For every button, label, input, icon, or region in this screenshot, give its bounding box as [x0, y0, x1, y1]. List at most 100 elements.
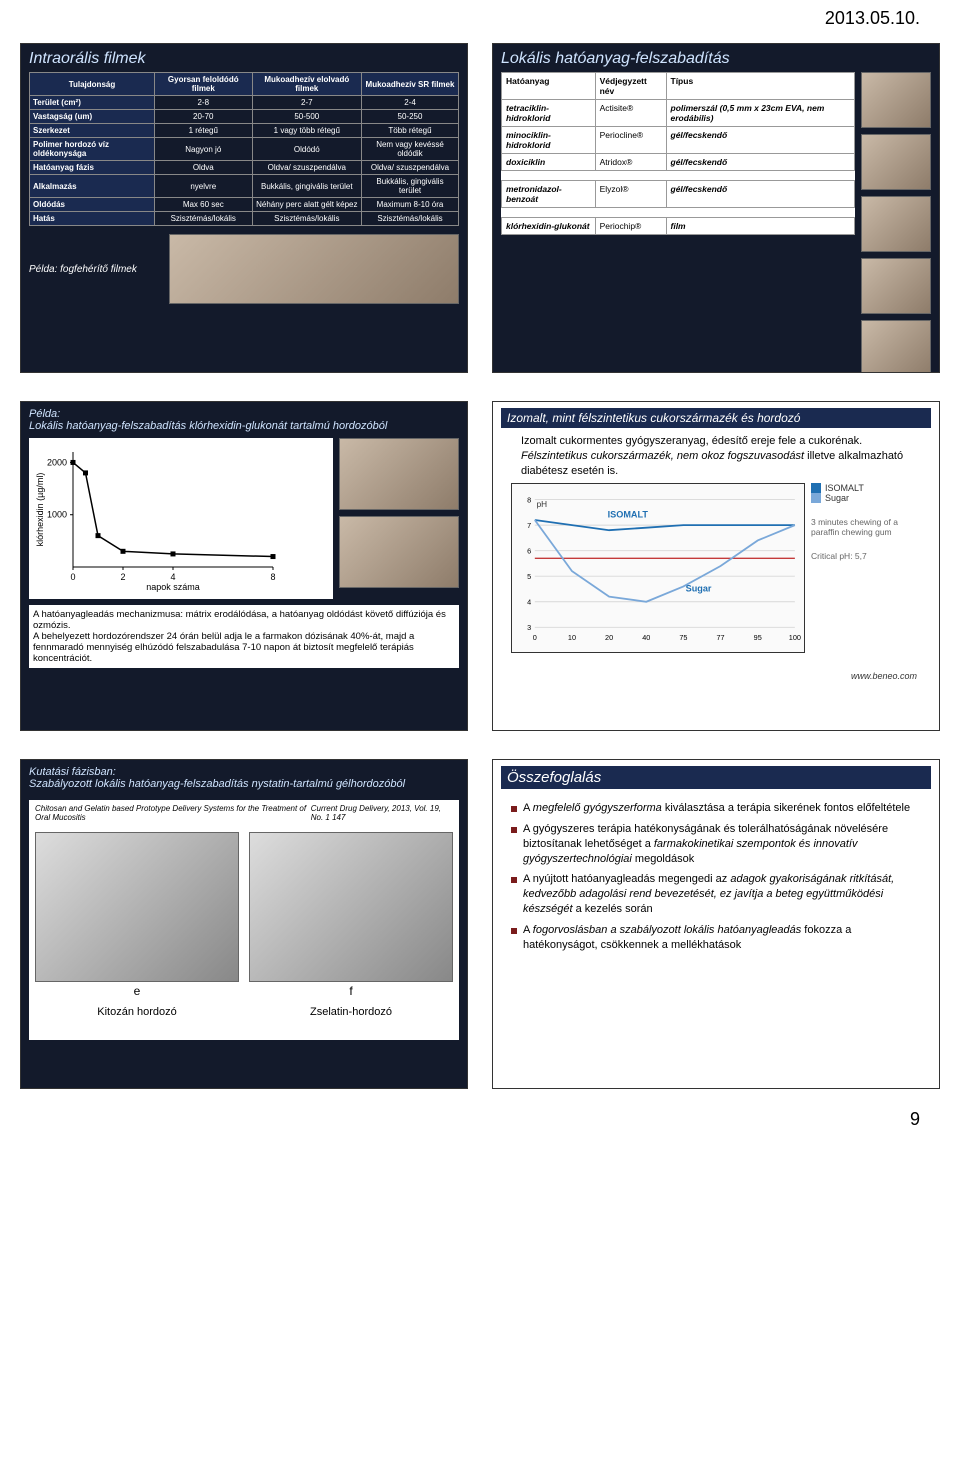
s1-cell: 50-250: [362, 110, 459, 124]
s1-cell: nyelvre: [154, 175, 252, 198]
summary-bullet: A megfelelő gyógyszerforma kiválasztása …: [511, 801, 921, 816]
svg-text:napok száma: napok száma: [146, 582, 200, 592]
s1-cell: Bukkális, gingivális terület: [252, 175, 361, 198]
svg-text:20: 20: [605, 633, 613, 642]
svg-text:40: 40: [642, 633, 650, 642]
bullet-icon: [511, 806, 517, 812]
svg-text:2: 2: [120, 572, 125, 582]
s2-cell: Actisite®: [595, 100, 666, 127]
slide5-figlabel-e: e: [35, 984, 239, 998]
s1-cell: Több rétegű: [362, 124, 459, 138]
slide3-photo1: [339, 438, 459, 510]
s2-cell: tetraciklin-hidroklorid: [502, 100, 596, 127]
svg-text:klórhexidin (µg/ml): klórhexidin (µg/ml): [35, 473, 45, 547]
s2-cell: Elyzol®: [595, 181, 666, 208]
slide3-title-prefix: Példa:: [29, 408, 60, 420]
svg-text:4: 4: [527, 597, 531, 606]
summary-bullet: A gyógyszeres terápia hatékonyságának és…: [511, 822, 921, 867]
svg-text:6: 6: [527, 546, 531, 555]
s1-rowhead: Hatóanyag fázis: [30, 161, 155, 175]
s1-cell: Oldva/ szuszpendálva: [362, 161, 459, 175]
s1-cell: Nem vagy kevéssé oldódik: [362, 138, 459, 161]
s1-rowhead: Alkalmazás: [30, 175, 155, 198]
s1-col0: Tulajdonság: [30, 73, 155, 96]
svg-text:pH: pH: [537, 499, 548, 508]
s1-rowhead: Polimer hordozó víz oldékonysága: [30, 138, 155, 161]
svg-text:3: 3: [527, 623, 531, 632]
s2-col2: Típus: [666, 73, 855, 100]
svg-text:75: 75: [679, 633, 687, 642]
s1-cell: Max 60 sec: [154, 198, 252, 212]
s2-col0: Hatóanyag: [502, 73, 596, 100]
s1-rowhead: Vastagság (um): [30, 110, 155, 124]
s1-col1: Gyorsan feloldódó filmek: [154, 73, 252, 96]
s2-cell: gél/fecskendő: [666, 154, 855, 171]
s1-cell: Nagyon jó: [154, 138, 252, 161]
slide3-photo2: [339, 516, 459, 588]
svg-text:8: 8: [270, 572, 275, 582]
legend-sugar: Sugar: [811, 493, 921, 503]
slide2-photo4: [861, 258, 931, 314]
slide3-title-main: Lokális hatóanyag-felszabadítás klórhexi…: [29, 420, 387, 432]
s1-cell: Szisztémás/lokális: [252, 212, 361, 226]
s1-rowhead: Hatás: [30, 212, 155, 226]
s2-cell: metronidazol-benzoát: [502, 181, 596, 208]
bullet-icon: [511, 928, 517, 934]
slide-osszefoglalas: Összefoglalás A megfelelő gyógyszerforma…: [492, 759, 940, 1089]
svg-text:5: 5: [527, 571, 531, 580]
slide5-title-main: Szabályozott lokális hatóanyag-felszabad…: [29, 778, 405, 790]
slide1-table: Tulajdonság Gyorsan feloldódó filmek Muk…: [29, 72, 459, 226]
slide1-title: Intraorális filmek: [29, 50, 459, 68]
svg-text:2000: 2000: [47, 457, 67, 467]
slide5-caption-e: Kitozán hordozó: [35, 1006, 239, 1018]
s1-col2: Mukoadhezív elolvadó filmek: [252, 73, 361, 96]
slide2-title: Lokális hatóanyag-felszabadítás: [501, 50, 931, 68]
slide2-photo3: [861, 196, 931, 252]
svg-text:0: 0: [533, 633, 537, 642]
slide4-source: www.beneo.com: [501, 671, 917, 681]
slide-lokalis: Lokális hatóanyag-felszabadítás Hatóanya…: [492, 43, 940, 373]
slide5-paper-ref: Current Drug Delivery, 2013, Vol. 19, No…: [311, 804, 453, 822]
legend-isomalt: ISOMALT: [811, 483, 921, 493]
s1-cell: 50-500: [252, 110, 361, 124]
slide2-photo1: [861, 72, 931, 128]
slide4-lead2-prefix: Félszintetikus cukorszármazék, nem okoz …: [521, 450, 804, 462]
slide3-body: A hatóanyagleadás mechanizmusa: mátrix e…: [29, 605, 459, 668]
svg-text:8: 8: [527, 495, 531, 504]
s1-cell: 2-7: [252, 96, 361, 110]
s1-cell: Szisztémás/lokális: [362, 212, 459, 226]
slide5-caption-f: Zselatin-hordozó: [249, 1006, 453, 1018]
slide-kutatasi: Kutatási fázisban: Szabályozott lokális …: [20, 759, 468, 1089]
slide6-title: Összefoglalás: [501, 766, 931, 789]
svg-text:Sugar: Sugar: [686, 583, 712, 593]
slide-intraoralis: Intraorális filmek Tulajdonság Gyorsan f…: [20, 43, 468, 373]
s1-cell: 1 rétegű: [154, 124, 252, 138]
s2-cell: minociklin-hidroklorid: [502, 127, 596, 154]
s2-cell: gél/fecskendő: [666, 127, 855, 154]
slide-izomalt: Izomalt, mint félszintetikus cukorszárma…: [492, 401, 940, 731]
slide5-figlabel-f: f: [249, 984, 453, 998]
slide1-caption: Példa: fogfehérítő filmek: [29, 264, 159, 275]
s1-cell: Oldva/ szuszpendálva: [252, 161, 361, 175]
s2-cell: film: [666, 218, 855, 235]
svg-text:100: 100: [789, 633, 801, 642]
slide-pelda-chx: Példa: Lokális hatóanyag-felszabadítás k…: [20, 401, 468, 731]
slide5-sem-f: [249, 832, 453, 982]
svg-text:7: 7: [527, 520, 531, 529]
s2-cell: polimerszál (0,5 mm x 23cm EVA, nem erod…: [666, 100, 855, 127]
s1-rowhead: Terület (cm²): [30, 96, 155, 110]
slide3-chart: 100020000248napok számaklórhexidin (µg/m…: [33, 442, 283, 592]
bullet-icon: [511, 877, 517, 883]
svg-text:0: 0: [70, 572, 75, 582]
s1-cell: 2-8: [154, 96, 252, 110]
s2-col1: Védjegyzett név: [595, 73, 666, 100]
svg-text:10: 10: [568, 633, 576, 642]
s1-rowhead: Szerkezet: [30, 124, 155, 138]
slide5-paper-line: Chitosan and Gelatin based Prototype Del…: [35, 804, 311, 822]
s1-cell: Maximum 8-10 óra: [362, 198, 459, 212]
s1-cell: Oldódó: [252, 138, 361, 161]
svg-text:95: 95: [754, 633, 762, 642]
s1-col3: Mukoadhezív SR filmek: [362, 73, 459, 96]
svg-text:4: 4: [170, 572, 175, 582]
slide1-photo: [169, 234, 459, 304]
